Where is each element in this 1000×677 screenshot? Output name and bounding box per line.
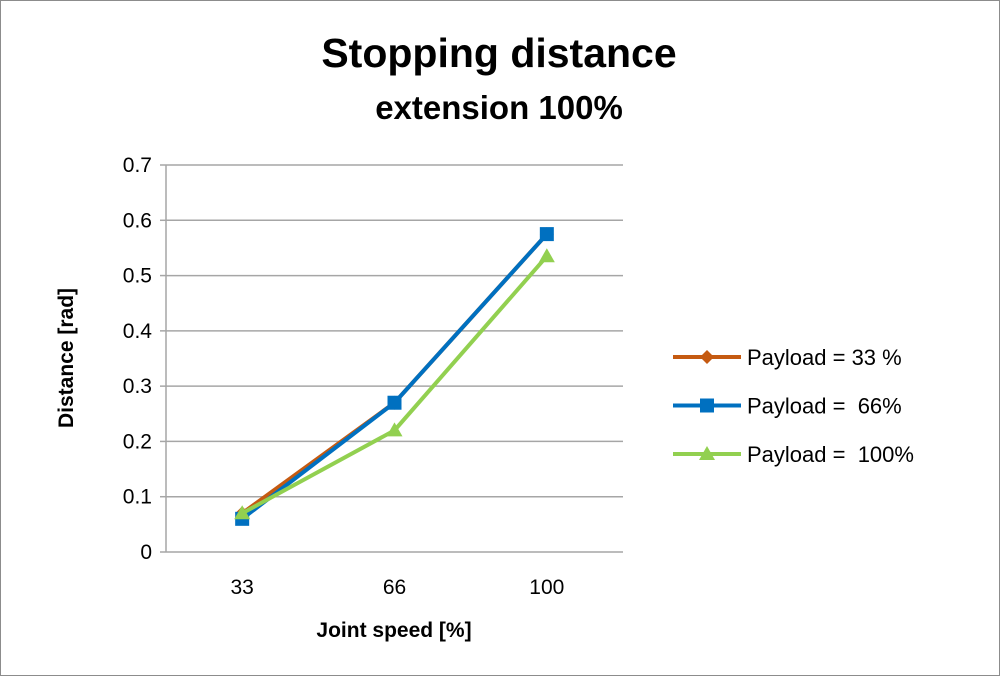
triangle-marker bbox=[234, 505, 251, 520]
y-tick-label: 0.4 bbox=[123, 320, 153, 343]
y-tick-label: 0.5 bbox=[123, 265, 152, 288]
x-tick-label: 66 bbox=[383, 576, 406, 599]
triangle-marker bbox=[538, 248, 555, 263]
x-tick-label: 33 bbox=[230, 576, 253, 599]
legend-label: Payload = 33 % bbox=[747, 345, 902, 370]
diamond-marker bbox=[700, 350, 714, 364]
series-1 bbox=[235, 227, 554, 521]
x-axis-label: Joint speed [%] bbox=[316, 619, 471, 642]
square-marker bbox=[539, 227, 554, 242]
chart-title: Stopping distance bbox=[321, 30, 676, 76]
y-tick-label: 0.6 bbox=[123, 209, 152, 232]
series-3 bbox=[234, 248, 555, 520]
square-marker bbox=[387, 395, 402, 410]
legend: Payload = 33 % Payload = 66% Payload = 100… bbox=[673, 345, 914, 467]
y-tick-label: 0.3 bbox=[123, 375, 152, 398]
series-line bbox=[240, 232, 549, 521]
series-line bbox=[241, 254, 549, 516]
y-tick-label: 0 bbox=[140, 541, 152, 564]
square-marker bbox=[700, 398, 714, 413]
triangle-marker bbox=[386, 422, 403, 437]
series-2 bbox=[235, 227, 554, 526]
triangle-marker bbox=[699, 446, 715, 460]
y-tick-label: 0.2 bbox=[123, 430, 152, 453]
legend-item: Payload = 33 % bbox=[673, 345, 902, 370]
legend-item: Payload = 66% bbox=[673, 394, 902, 419]
y-tick-label: 0.7 bbox=[123, 154, 152, 177]
legend-label: Payload = 66% bbox=[747, 394, 902, 419]
chart-subtitle: extension 100% bbox=[375, 89, 623, 126]
legend-label: Payload = 100% bbox=[747, 442, 914, 467]
y-tick-label: 0.1 bbox=[123, 486, 152, 509]
x-tick-label: 100 bbox=[529, 576, 564, 599]
legend-item: Payload = 100% bbox=[673, 442, 914, 467]
y-axis-label: Distance [rad] bbox=[55, 288, 78, 428]
